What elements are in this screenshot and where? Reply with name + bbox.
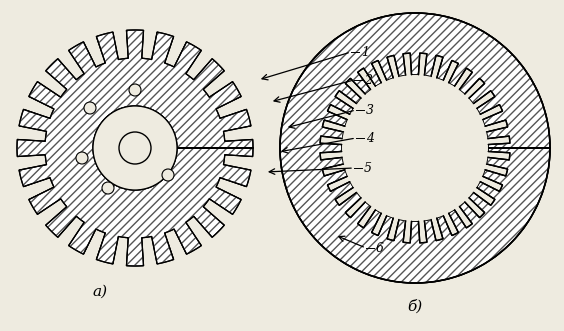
Circle shape [84,102,96,114]
Circle shape [76,152,88,164]
Text: 6: 6 [376,242,384,255]
Circle shape [129,84,141,96]
Polygon shape [17,30,253,266]
Text: 3: 3 [366,104,374,117]
Text: a): a) [92,285,108,299]
Text: 4: 4 [366,131,374,145]
Text: 5: 5 [364,162,372,174]
Text: 1: 1 [361,45,369,59]
Circle shape [102,182,114,194]
Circle shape [342,75,488,221]
Text: 2: 2 [364,73,372,86]
Circle shape [119,132,151,164]
Circle shape [162,169,174,181]
Text: б): б) [407,299,422,313]
Circle shape [93,106,177,190]
Polygon shape [280,13,550,283]
